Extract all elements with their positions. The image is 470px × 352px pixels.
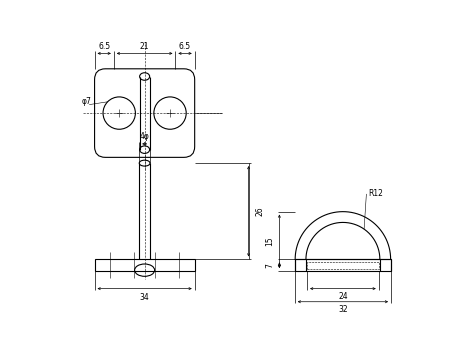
Text: 34: 34 [140,293,149,302]
Text: 6.5: 6.5 [98,42,110,51]
Text: φ7: φ7 [81,97,91,106]
Text: 32: 32 [338,305,348,314]
Text: 4φ: 4φ [140,132,149,141]
Text: 26: 26 [256,206,265,216]
Bar [94,259,195,271]
Text: 6.5: 6.5 [179,42,191,51]
Text: 15: 15 [265,237,274,246]
Text: 21: 21 [140,42,149,51]
Text: 7: 7 [265,263,274,268]
Text: R12: R12 [368,189,383,199]
Bar [295,259,391,271]
Text: 24: 24 [338,292,348,301]
Bar [307,262,379,269]
